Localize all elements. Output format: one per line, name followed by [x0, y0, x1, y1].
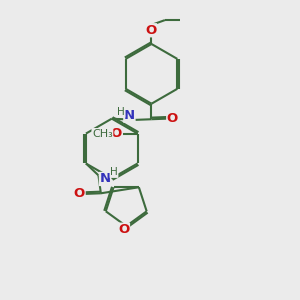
Text: O: O	[145, 24, 157, 37]
Text: O: O	[74, 188, 85, 200]
Text: O: O	[167, 112, 178, 125]
Text: O: O	[118, 223, 130, 236]
Text: H: H	[110, 167, 118, 177]
Text: N: N	[100, 172, 111, 185]
Text: N: N	[124, 109, 135, 122]
Text: O: O	[110, 127, 122, 140]
Text: H: H	[117, 107, 125, 117]
Text: CH₃: CH₃	[92, 129, 113, 139]
